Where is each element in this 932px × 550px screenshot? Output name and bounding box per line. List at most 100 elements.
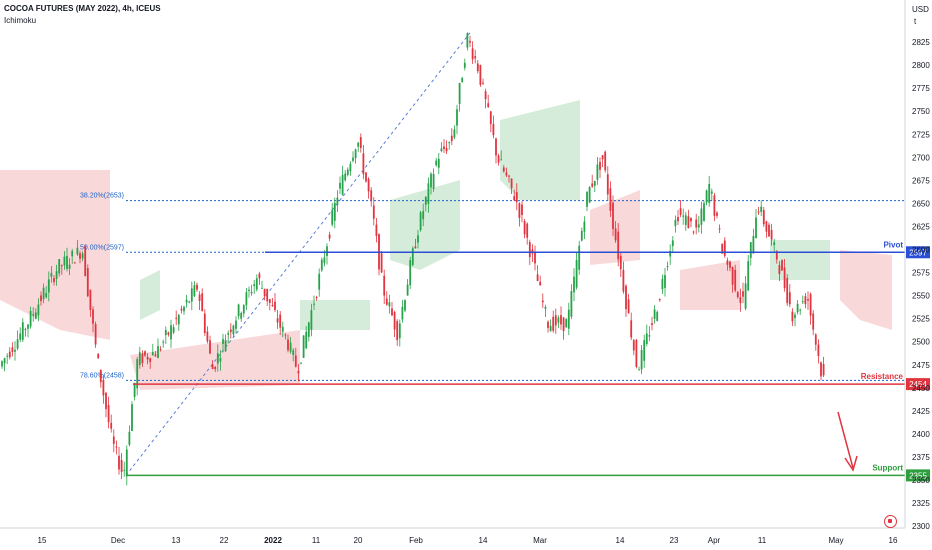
candle-body — [216, 353, 219, 364]
time-tick-label: 20 — [354, 536, 363, 545]
candle-body — [118, 455, 120, 470]
candle-body — [406, 284, 409, 296]
candle-body — [497, 155, 500, 163]
candle-body — [786, 278, 789, 304]
time-tick-label: May — [828, 536, 843, 545]
time-tick-label: 22 — [220, 536, 229, 545]
candle-body — [55, 271, 58, 279]
price-tag-pivot: 2597 — [909, 248, 927, 257]
candle-body — [188, 301, 191, 303]
candle-body — [482, 82, 484, 84]
candle-body — [617, 231, 620, 260]
candle-body — [162, 341, 165, 343]
candle-body — [695, 219, 698, 228]
candle-body — [703, 203, 705, 221]
candle-body — [276, 318, 279, 323]
time-tick-label: 14 — [616, 536, 625, 545]
indicator-label[interactable]: Ichimoku — [4, 16, 37, 25]
candle-body — [352, 157, 354, 161]
cloud-segment — [590, 190, 640, 265]
candle-body — [489, 111, 492, 124]
candle-body — [128, 431, 131, 445]
candle-body — [744, 283, 747, 309]
candle-body — [37, 304, 40, 316]
candle-body — [372, 205, 375, 219]
candle-body — [380, 253, 383, 273]
price-tick-label: 2450 — [912, 384, 930, 393]
price-tick-label: 2775 — [912, 84, 930, 93]
candle-body — [398, 323, 401, 339]
candle-body — [669, 250, 672, 257]
candle-body — [440, 148, 443, 152]
candle-body — [742, 291, 744, 297]
candle-body — [190, 288, 193, 302]
candle-body — [27, 324, 29, 329]
candle-body — [739, 297, 742, 303]
candle-body — [45, 292, 48, 298]
candle-body — [619, 255, 622, 270]
candle-body — [450, 135, 453, 142]
candle-body — [565, 319, 568, 328]
candle-body — [266, 288, 269, 302]
candle-body — [383, 275, 386, 296]
unit-label: t — [914, 17, 917, 26]
candle-body — [666, 266, 669, 268]
candle-body — [643, 340, 646, 361]
candle-body — [723, 240, 726, 256]
candle-body — [8, 351, 11, 358]
candle-body — [541, 300, 544, 303]
candle-body — [534, 252, 536, 264]
candle-body — [84, 246, 87, 277]
candle-body — [68, 264, 71, 269]
candle-body — [417, 235, 419, 243]
fib-level-label: 50.00%(2597) — [80, 244, 124, 251]
candle-body — [58, 259, 61, 274]
candle-body — [708, 183, 711, 203]
candle-body — [339, 182, 341, 189]
cloud-segment — [0, 170, 110, 340]
candle-body — [430, 173, 432, 188]
candle-body — [11, 347, 14, 352]
candle-body — [640, 349, 643, 370]
candle-body — [599, 161, 601, 170]
candle-body — [63, 256, 66, 266]
candle-body — [388, 302, 391, 307]
price-tick-label: 2800 — [912, 61, 930, 70]
candle-body — [287, 339, 289, 351]
candle-body — [19, 333, 22, 340]
candle-body — [424, 196, 427, 205]
candle-body — [770, 229, 773, 240]
tradingview-logo-icon[interactable] — [884, 515, 897, 528]
time-tick-label: 11 — [758, 536, 767, 545]
candle-body — [648, 335, 651, 337]
candle-body — [268, 299, 271, 304]
candle-body — [159, 349, 162, 351]
candle-body — [671, 240, 674, 247]
candle-body — [453, 129, 456, 138]
candle-body — [752, 235, 755, 254]
candle-body — [721, 243, 724, 254]
currency-label: USD — [912, 5, 929, 14]
candle-body — [255, 278, 258, 290]
candle-body — [804, 296, 807, 305]
candle-body — [359, 137, 362, 149]
candle-body — [521, 204, 523, 215]
candle-body — [289, 342, 292, 352]
candle-body — [404, 300, 406, 311]
candle-body — [32, 314, 35, 316]
candle-body — [328, 234, 331, 239]
price-tick-label: 2725 — [912, 130, 930, 139]
candle-body — [762, 210, 765, 225]
candle-body — [227, 333, 230, 335]
candle-body — [500, 159, 503, 161]
candle-body — [656, 311, 659, 321]
candle-body — [263, 288, 266, 297]
candle-body — [768, 224, 770, 237]
candle-body — [445, 148, 448, 152]
candle-body — [557, 317, 560, 323]
candle-body — [549, 325, 552, 332]
candle-body — [773, 242, 776, 246]
candle-body — [630, 320, 633, 338]
candle-body — [690, 217, 692, 222]
candle-body — [679, 208, 682, 215]
